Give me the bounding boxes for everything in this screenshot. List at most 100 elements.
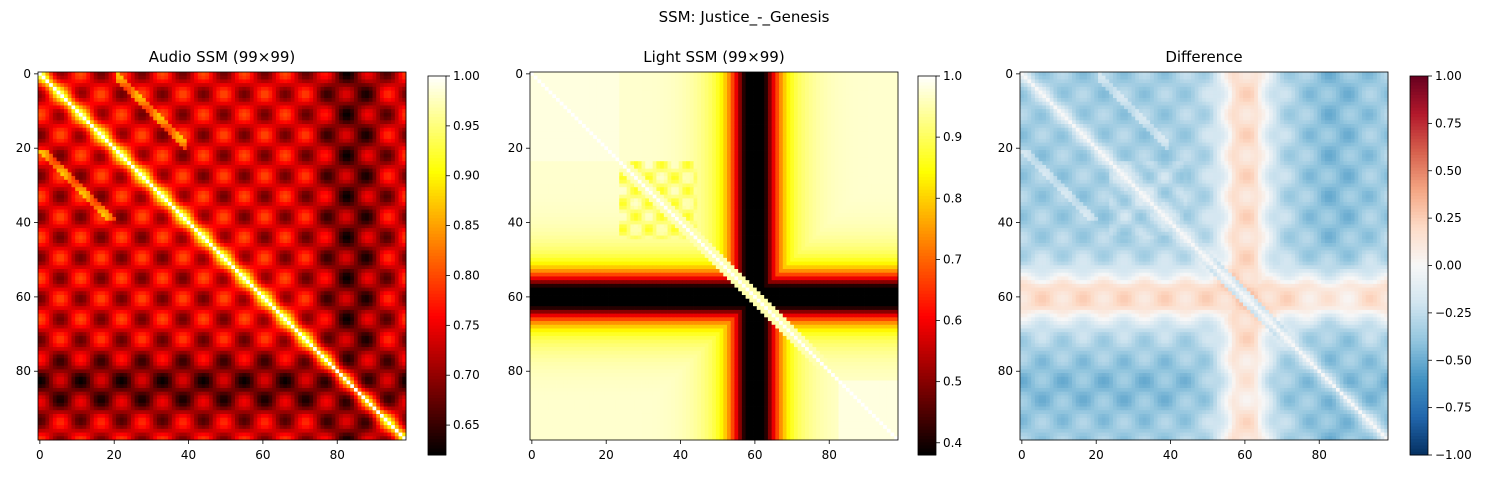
audio-ssm-cell xyxy=(160,75,165,80)
audio-ssm-cell xyxy=(97,79,102,84)
audio-ssm-cell xyxy=(238,216,243,222)
audio-ssm-cell xyxy=(346,112,351,118)
audio-ssm-cell xyxy=(160,146,165,151)
audio-ssm-cell xyxy=(64,190,69,196)
audio-ssm-cell xyxy=(138,216,143,222)
audio-ssm-cell xyxy=(127,135,132,140)
audio-ssm-cell xyxy=(194,179,199,184)
audio-ssm-cell xyxy=(201,150,206,155)
audio-ssm-cell xyxy=(253,161,258,166)
audio-ssm-cell xyxy=(253,205,258,210)
audio-ssm-cell xyxy=(160,164,165,170)
audio-ssm-cell xyxy=(305,231,310,236)
audio-ssm-cell xyxy=(301,190,307,196)
audio-ssm-cell xyxy=(108,105,113,110)
audio-ssm-cell xyxy=(301,120,307,125)
audio-ssm-cell xyxy=(287,172,292,177)
audio-ssm-cell xyxy=(268,135,273,140)
audio-ssm-cell xyxy=(197,116,202,121)
audio-ssm-cell xyxy=(41,112,46,118)
audio-ssm-cell xyxy=(119,209,124,214)
audio-ssm-cell xyxy=(316,150,321,155)
audio-ssm-cell xyxy=(86,224,91,229)
audio-ssm-cell xyxy=(346,75,351,80)
audio-ssm-cell xyxy=(67,157,72,162)
audio-ssm-cell xyxy=(93,205,98,210)
audio-ssm-cell xyxy=(220,187,225,192)
audio-ssm-cell xyxy=(309,228,314,233)
audio-ssm-cell xyxy=(205,90,210,95)
audio-ssm-cell xyxy=(134,142,139,147)
audio-ssm-cell xyxy=(82,187,87,192)
audio-ssm-cell xyxy=(49,254,54,259)
audio-ssm-cell xyxy=(264,216,269,222)
audio-ssm-cell xyxy=(298,254,303,259)
audio-ssm-cell xyxy=(398,213,403,218)
audio-ssm-cell xyxy=(190,231,195,236)
audio-ssm-cell xyxy=(52,157,57,162)
audio-ssm-cell xyxy=(376,213,381,218)
audio-ssm-cell xyxy=(168,202,173,207)
audio-ssm-cell xyxy=(394,231,399,236)
audio-ssm-cell xyxy=(134,98,139,103)
audio-ssm-cell xyxy=(156,216,162,222)
audio-ssm-cell xyxy=(339,235,344,240)
audio-ssm-cell xyxy=(38,131,43,136)
audio-ssm-cell xyxy=(138,168,143,173)
audio-ssm-cell xyxy=(246,228,251,233)
audio-ssm-cell xyxy=(201,138,206,144)
audio-ssm-cell xyxy=(130,187,136,192)
audio-ssm-cell xyxy=(145,257,150,262)
audio-ssm-cell xyxy=(394,75,399,80)
audio-ssm-cell xyxy=(235,150,240,155)
audio-ssm-cell xyxy=(208,216,214,222)
audio-ssm-cell xyxy=(294,112,299,118)
audio-ssm-cell xyxy=(283,105,288,110)
audio-ssm-cell xyxy=(279,205,284,210)
audio-ssm-cell xyxy=(82,109,87,114)
audio-ssm-cell xyxy=(357,72,362,77)
audio-ssm-cell xyxy=(387,202,392,207)
audio-ssm-cell xyxy=(179,150,184,155)
audio-ssm-cell xyxy=(313,239,318,244)
audio-ssm-cell xyxy=(212,101,217,106)
audio-ssm-cell xyxy=(220,202,225,207)
audio-ssm-cell xyxy=(231,138,236,144)
audio-ssm-cell xyxy=(301,153,307,158)
audio-ssm-cell xyxy=(182,98,188,103)
audio-ssm-cell xyxy=(64,150,69,155)
audio-ssm-cell xyxy=(104,72,110,77)
audio-ssm-cell xyxy=(279,101,284,106)
audio-ssm-cell xyxy=(41,179,46,184)
audio-ssm-cell xyxy=(249,124,254,129)
audio-ssm-cell xyxy=(171,168,176,173)
audio-ssm-cell xyxy=(231,213,236,218)
audio-ssm-cell xyxy=(52,164,57,170)
audio-ssm-cell xyxy=(186,120,191,125)
audio-ssm-cell xyxy=(287,246,292,251)
audio-ssm-cell xyxy=(205,75,210,80)
audio-ssm-cell xyxy=(97,109,102,114)
audio-ssm-cell xyxy=(101,135,106,140)
audio-ssm-cell xyxy=(90,250,95,255)
audio-ssm-cell xyxy=(64,142,69,147)
audio-ssm-cell xyxy=(160,202,165,207)
audio-ssm-cell xyxy=(305,90,310,95)
audio-ssm-cell xyxy=(149,112,154,118)
audio-ssm-cell xyxy=(134,135,139,140)
audio-ssm-cell xyxy=(67,83,72,88)
audio-ssm-cell xyxy=(275,209,281,214)
audio-ssm-cell xyxy=(104,198,110,203)
audio-ssm-cell xyxy=(376,205,381,210)
audio-ssm-cell xyxy=(353,124,359,129)
audio-ssm-cell xyxy=(90,101,95,106)
audio-ssm-cell xyxy=(313,98,318,103)
audio-ssm-cell xyxy=(235,98,240,103)
audio-ssm-cell xyxy=(223,124,228,129)
audio-ssm-cell xyxy=(253,150,258,155)
audio-ssm-cell xyxy=(383,146,388,151)
audio-ssm-cell xyxy=(313,183,318,188)
audio-ssm-cell xyxy=(361,101,366,106)
audio-ssm-cell xyxy=(279,176,284,181)
audio-ssm-cell xyxy=(205,224,210,229)
